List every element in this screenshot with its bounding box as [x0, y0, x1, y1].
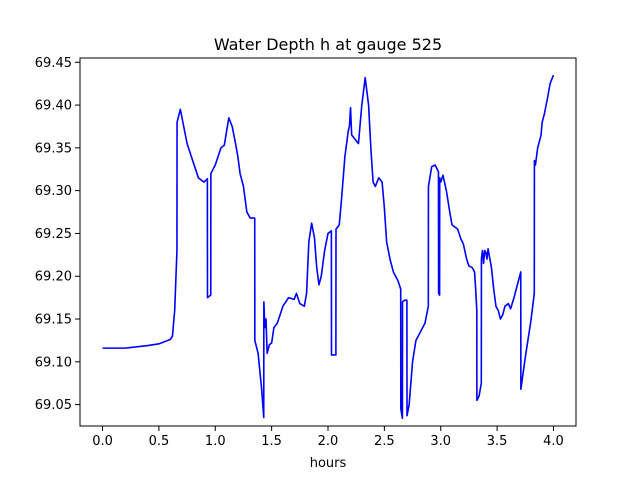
x-axis-label: hours — [310, 456, 347, 471]
x-tick-label: 3.0 — [430, 434, 451, 449]
x-tick-label: 0.5 — [149, 434, 170, 449]
y-tick-label: 69.45 — [35, 56, 72, 71]
y-tick-label: 69.05 — [35, 398, 72, 413]
x-tick-label: 4.0 — [543, 434, 564, 449]
x-tick-label: 0.0 — [92, 434, 113, 449]
x-tick-label: 1.5 — [261, 434, 282, 449]
y-tick-label: 69.40 — [35, 99, 72, 114]
y-tick-label: 69.10 — [35, 355, 72, 370]
chart-title: Water Depth h at gauge 525 — [214, 35, 442, 54]
plot-area — [79, 57, 577, 427]
x-tick-label: 1.0 — [205, 434, 226, 449]
y-tick-label: 69.20 — [35, 270, 72, 285]
x-tick-label: 2.0 — [318, 434, 339, 449]
x-tick-label: 2.5 — [374, 434, 395, 449]
y-tick-label: 69.25 — [35, 227, 72, 242]
y-tick-label: 69.15 — [35, 313, 72, 328]
y-tick-label: 69.35 — [35, 141, 72, 156]
x-tick-label: 3.5 — [487, 434, 508, 449]
y-tick-label: 69.30 — [35, 184, 72, 199]
series-line-0 — [102, 74, 555, 420]
